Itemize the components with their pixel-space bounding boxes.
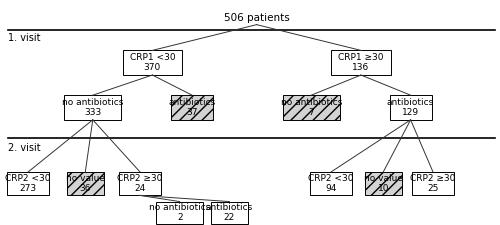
Text: CRP2 ≥30
25: CRP2 ≥30 25 [410, 174, 456, 193]
FancyBboxPatch shape [64, 95, 122, 120]
FancyBboxPatch shape [7, 172, 50, 195]
Text: no value
10: no value 10 [364, 174, 403, 193]
Text: CRP1 <30
370: CRP1 <30 370 [130, 53, 175, 72]
FancyBboxPatch shape [412, 172, 454, 195]
Text: 506 patients: 506 patients [224, 13, 290, 23]
Text: antibiotics
22: antibiotics 22 [206, 203, 253, 223]
FancyBboxPatch shape [119, 172, 161, 195]
FancyBboxPatch shape [390, 95, 432, 120]
Text: no antibiotics
7: no antibiotics 7 [280, 98, 342, 117]
FancyBboxPatch shape [331, 50, 390, 75]
Text: antibiotics
129: antibiotics 129 [387, 98, 434, 117]
FancyBboxPatch shape [364, 172, 402, 195]
Text: CRP2 <30
94: CRP2 <30 94 [308, 174, 354, 193]
FancyBboxPatch shape [310, 172, 352, 195]
Text: CRP2 ≥30
24: CRP2 ≥30 24 [118, 174, 162, 193]
FancyBboxPatch shape [282, 95, 340, 120]
Text: 1. visit: 1. visit [8, 33, 41, 43]
Text: no value
36: no value 36 [66, 174, 105, 193]
Text: antibiotics
37: antibiotics 37 [168, 98, 216, 117]
FancyBboxPatch shape [122, 50, 182, 75]
FancyBboxPatch shape [210, 202, 248, 224]
FancyBboxPatch shape [171, 95, 213, 120]
Text: CRP1 ≥30
136: CRP1 ≥30 136 [338, 53, 384, 72]
FancyBboxPatch shape [66, 172, 104, 195]
Text: no antibiotics
333: no antibiotics 333 [62, 98, 124, 117]
Text: no antibiotics
2: no antibiotics 2 [149, 203, 210, 223]
Text: CRP2 <30
273: CRP2 <30 273 [6, 174, 51, 193]
Text: 2. visit: 2. visit [8, 143, 41, 153]
FancyBboxPatch shape [156, 202, 204, 224]
